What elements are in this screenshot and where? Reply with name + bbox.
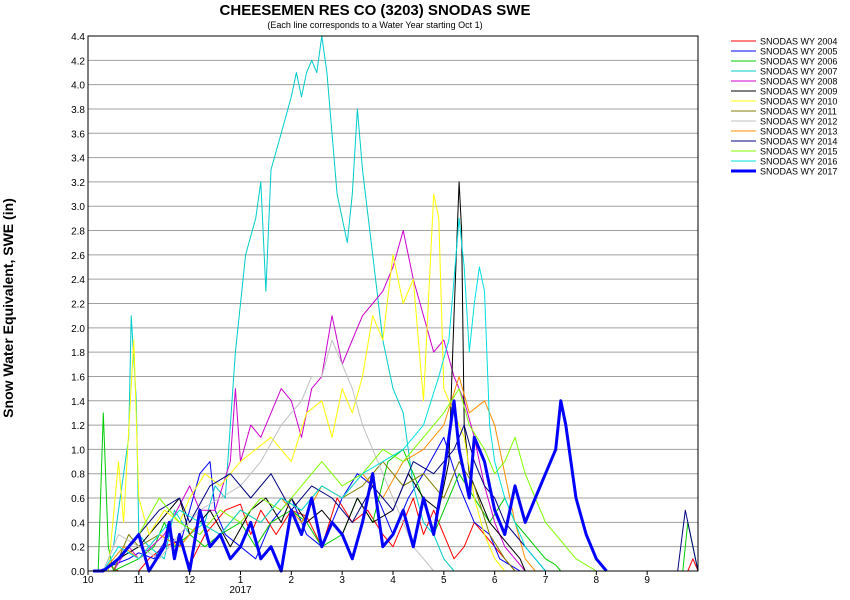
legend-label: SNODAS WY 2016 bbox=[760, 157, 837, 167]
legend-label: SNODAS WY 2010 bbox=[760, 97, 837, 107]
y-tick-label: 0.2 bbox=[71, 543, 85, 554]
x-tick-label: 7 bbox=[543, 575, 549, 586]
x-tick-label: 3 bbox=[339, 575, 345, 586]
y-tick-label: 1.2 bbox=[71, 421, 85, 432]
x-tick-label: 10 bbox=[82, 575, 94, 586]
y-tick-label: 3.8 bbox=[71, 105, 85, 116]
year-label: 2017 bbox=[229, 585, 252, 596]
series-layer bbox=[93, 35, 699, 573]
y-tick-label: 3.4 bbox=[71, 154, 85, 165]
legend-label: SNODAS WY 2015 bbox=[760, 147, 837, 157]
y-tick-label: 4.0 bbox=[71, 81, 85, 92]
y-tick-label: 4.2 bbox=[71, 56, 85, 67]
x-tick-label: 6 bbox=[492, 575, 498, 586]
y-tick-label: 3.2 bbox=[71, 178, 85, 189]
chart-subtitle: (Each line corresponds to a Water Year s… bbox=[267, 20, 483, 30]
y-tick-label: 2.8 bbox=[71, 227, 85, 238]
legend-label: SNODAS WY 2011 bbox=[760, 107, 837, 117]
series-line-wy2012 bbox=[102, 339, 435, 572]
x-tick-label: 2 bbox=[289, 575, 295, 586]
x-tick-label: 12 bbox=[184, 575, 196, 586]
legend-label: SNODAS WY 2004 bbox=[760, 37, 837, 47]
y-tick-label: 0.6 bbox=[71, 494, 85, 505]
y-tick-label: 2.2 bbox=[71, 300, 85, 311]
chart-title: CHEESEMEN RES CO (3203) SNODAS SWE bbox=[219, 2, 531, 19]
legend-label: SNODAS WY 2006 bbox=[760, 57, 837, 67]
x-tick-label: 4 bbox=[390, 575, 396, 586]
series-line-wy2015 bbox=[102, 388, 597, 572]
legend-label: SNODAS WY 2013 bbox=[760, 127, 837, 137]
x-tick-label: 1 bbox=[238, 575, 244, 586]
y-tick-label: 1.4 bbox=[71, 397, 85, 408]
legend-label: SNODAS WY 2005 bbox=[760, 47, 837, 57]
legend-label: SNODAS WY 2014 bbox=[760, 137, 837, 147]
y-axis-ticks: 0.0 0.2 0.4 0.6 0.8 1.0 1.2 1.4 1.6 1.8 2.0 2.2 2.4 2… bbox=[71, 32, 85, 578]
series-line-wy2010 bbox=[107, 193, 506, 572]
grid-lines bbox=[88, 35, 698, 572]
x-tick-label: 11 bbox=[134, 575, 145, 586]
legend-label: SNODAS WY 2009 bbox=[760, 87, 837, 97]
y-tick-label: 3.0 bbox=[71, 202, 85, 213]
legend-label: SNODAS WY 2007 bbox=[760, 67, 837, 77]
x-axis-ticks: 10 11 12 1 2 3 4 5 6 7 8 9 bbox=[82, 571, 650, 586]
y-tick-label: 3.6 bbox=[71, 129, 85, 140]
x-tick-label: 9 bbox=[644, 575, 650, 586]
y-tick-label: 2.6 bbox=[71, 251, 85, 262]
series-line-wy2016 bbox=[102, 217, 546, 572]
y-tick-label: 0.0 bbox=[71, 567, 85, 578]
y-tick-label: 1.8 bbox=[71, 348, 85, 359]
y-tick-label: 1.6 bbox=[71, 372, 85, 383]
legend-label: SNODAS WY 2012 bbox=[760, 117, 837, 127]
y-tick-label: 2.4 bbox=[71, 275, 85, 286]
y-tick-label: 4.4 bbox=[71, 32, 85, 43]
y-tick-label: 0.8 bbox=[71, 470, 85, 481]
x-tick-label: 5 bbox=[441, 575, 447, 586]
x-tick-label: 8 bbox=[594, 575, 600, 586]
legend-label: SNODAS WY 2017 bbox=[760, 167, 837, 177]
series-line-wy2008 bbox=[112, 230, 526, 572]
y-tick-label: 2.0 bbox=[71, 324, 85, 335]
series-line-wy2006 bbox=[97, 412, 699, 572]
series-line-wy2017 bbox=[93, 399, 608, 573]
y-tick-label: 0.4 bbox=[71, 518, 85, 529]
legend-label: SNODAS WY 2008 bbox=[760, 77, 837, 87]
y-tick-label: 1.0 bbox=[71, 445, 85, 456]
